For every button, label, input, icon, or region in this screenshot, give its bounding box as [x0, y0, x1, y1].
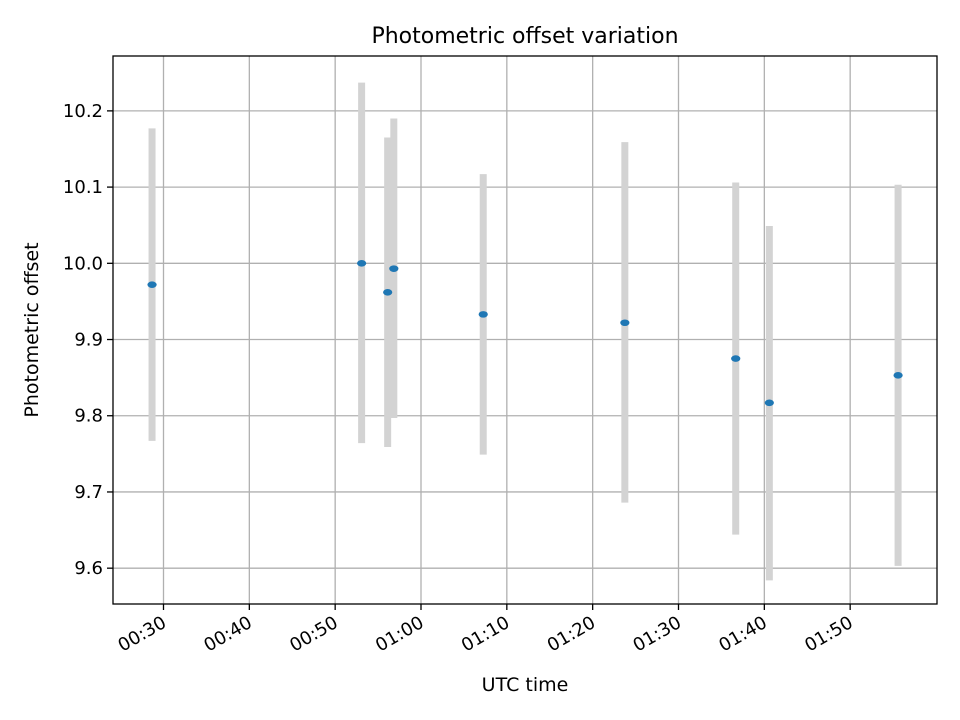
grid-layer	[113, 56, 937, 604]
marker-layer	[147, 260, 903, 407]
y-tick-label: 9.7	[74, 482, 103, 503]
y-tick-label: 9.9	[74, 330, 103, 351]
x-axis-label: UTC time	[482, 674, 569, 696]
y-tick-label: 10.0	[63, 253, 103, 274]
data-point	[147, 281, 157, 288]
data-point	[478, 311, 488, 318]
data-point	[731, 355, 741, 362]
data-point	[893, 372, 903, 379]
data-point	[389, 265, 399, 272]
data-point	[764, 399, 774, 407]
data-point	[357, 260, 367, 267]
y-tick-label: 10.1	[63, 177, 103, 198]
chart-title: Photometric offset variation	[371, 24, 678, 49]
y-axis-label: Photometric offset	[21, 242, 43, 417]
data-point	[383, 288, 393, 296]
plot-frame	[112, 55, 938, 605]
y-tick-label: 10.2	[63, 101, 103, 122]
y-tick-label: 9.8	[74, 406, 103, 427]
y-tick-label: 9.6	[74, 558, 103, 579]
data-point	[620, 319, 630, 327]
